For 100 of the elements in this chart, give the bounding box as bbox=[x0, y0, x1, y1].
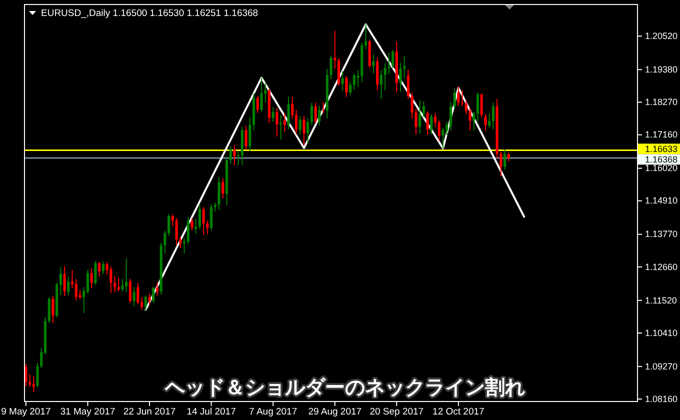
candlestick bbox=[136, 282, 140, 304]
candlestick bbox=[182, 238, 186, 254]
candlestick bbox=[476, 92, 480, 122]
y-tick-label: 1.13770 bbox=[645, 229, 678, 240]
candlestick bbox=[318, 105, 321, 126]
x-tick-label: 22 Jun 2017 bbox=[123, 406, 176, 418]
candlestick bbox=[372, 54, 375, 74]
candlestick bbox=[302, 115, 306, 146]
candlestick bbox=[280, 114, 282, 140]
candlestick bbox=[503, 149, 506, 170]
y-tick-label: 1.12660 bbox=[645, 262, 678, 272]
candlestick bbox=[310, 102, 313, 126]
candlestick bbox=[380, 70, 382, 100]
candlestick bbox=[298, 115, 302, 136]
candlestick bbox=[434, 112, 437, 128]
candlestick bbox=[190, 218, 194, 232]
x-tick-label: 31 May 2017 bbox=[60, 406, 116, 418]
candlestick bbox=[48, 296, 50, 324]
candlestick bbox=[164, 230, 166, 254]
candlestick bbox=[314, 102, 317, 124]
candlestick bbox=[248, 116, 252, 152]
y-tick-label: 1.19380 bbox=[645, 64, 678, 74]
y-tick-label: 1.10410 bbox=[645, 328, 678, 338]
ref-line-label: 1.16368 bbox=[645, 154, 678, 165]
candlestick bbox=[52, 295, 54, 324]
candlestick bbox=[179, 236, 182, 249]
candlestick bbox=[125, 258, 128, 293]
x-tick-label: 20 Sep 2017 bbox=[370, 406, 424, 418]
candlestick bbox=[414, 108, 418, 135]
y-tick-label: 1.18270 bbox=[645, 97, 678, 108]
candlestick bbox=[202, 206, 205, 236]
candlestick bbox=[264, 82, 267, 103]
candlestick bbox=[500, 151, 502, 177]
candlestick bbox=[356, 70, 360, 88]
candlestick bbox=[430, 114, 433, 135]
candlestick bbox=[418, 100, 422, 134]
candlestick bbox=[117, 276, 120, 292]
chart-title: EURUSD_,Daily 1.16500 1.16530 1.16251 1.16368 bbox=[41, 8, 258, 19]
candlestick bbox=[74, 278, 78, 301]
candlestick bbox=[168, 214, 170, 236]
candlestick bbox=[460, 90, 464, 107]
candlestick bbox=[426, 110, 429, 136]
candlestick bbox=[472, 111, 476, 132]
candlestick bbox=[345, 76, 348, 98]
x-tick-label: 7 Aug 2017 bbox=[249, 406, 298, 418]
candlestick bbox=[94, 260, 97, 286]
candlestick bbox=[233, 144, 236, 166]
y-tick-label: 1.11520 bbox=[645, 295, 677, 306]
candlestick bbox=[171, 214, 174, 227]
candlestick bbox=[410, 92, 414, 120]
candlestick bbox=[63, 266, 66, 297]
candlestick bbox=[86, 270, 90, 294]
candlestick bbox=[453, 88, 456, 110]
candlestick bbox=[468, 108, 472, 131]
candlestick bbox=[341, 70, 344, 92]
candlestick bbox=[244, 125, 248, 150]
candlestick bbox=[449, 101, 452, 132]
candlestick bbox=[294, 110, 298, 135]
candlestick bbox=[98, 261, 101, 278]
y-tick-label: 1.08160 bbox=[645, 394, 678, 404]
candlestick bbox=[337, 58, 340, 86]
x-tick-label: 9 May 2017 bbox=[1, 406, 51, 418]
candlestick bbox=[67, 276, 70, 296]
y-tick-label: 1.17160 bbox=[645, 130, 678, 140]
candlestick bbox=[28, 374, 32, 388]
candlestick bbox=[186, 216, 190, 244]
candlestick bbox=[152, 286, 155, 304]
line-series bbox=[144, 23, 526, 311]
candlestick bbox=[422, 100, 425, 118]
candlestick bbox=[399, 62, 402, 92]
candlestick bbox=[36, 362, 39, 388]
candlestick bbox=[457, 86, 460, 107]
candlestick bbox=[272, 106, 274, 122]
candlestick bbox=[492, 102, 494, 130]
candlestick bbox=[144, 294, 147, 311]
candlestick bbox=[229, 146, 232, 164]
y-tick-label: 1.20520 bbox=[645, 31, 678, 42]
candlestick bbox=[218, 176, 220, 210]
annotation: ヘッド＆ショルダーのネックライン割れ bbox=[164, 375, 525, 399]
y-tick-label: 1.09270 bbox=[645, 361, 678, 372]
candlestick bbox=[32, 376, 35, 393]
candlestick bbox=[376, 56, 379, 91]
candlestick bbox=[210, 204, 213, 232]
candlestick bbox=[291, 96, 294, 119]
candlestick bbox=[256, 96, 259, 114]
candlestick bbox=[175, 218, 178, 246]
candlestick bbox=[206, 220, 209, 235]
candlestick bbox=[194, 218, 198, 234]
candlestick bbox=[148, 293, 151, 306]
candlestick bbox=[306, 118, 310, 144]
candlestick bbox=[102, 260, 104, 274]
candlestick bbox=[330, 56, 332, 80]
ref-line-label: 1.16633 bbox=[645, 144, 678, 154]
candlestick bbox=[287, 96, 290, 130]
candlestick bbox=[198, 204, 202, 230]
candlestick bbox=[484, 113, 487, 132]
candlestick bbox=[442, 127, 444, 150]
y-tick-label: 1.16020 bbox=[645, 163, 678, 174]
candlestick bbox=[132, 286, 136, 307]
candlestick bbox=[276, 107, 278, 138]
